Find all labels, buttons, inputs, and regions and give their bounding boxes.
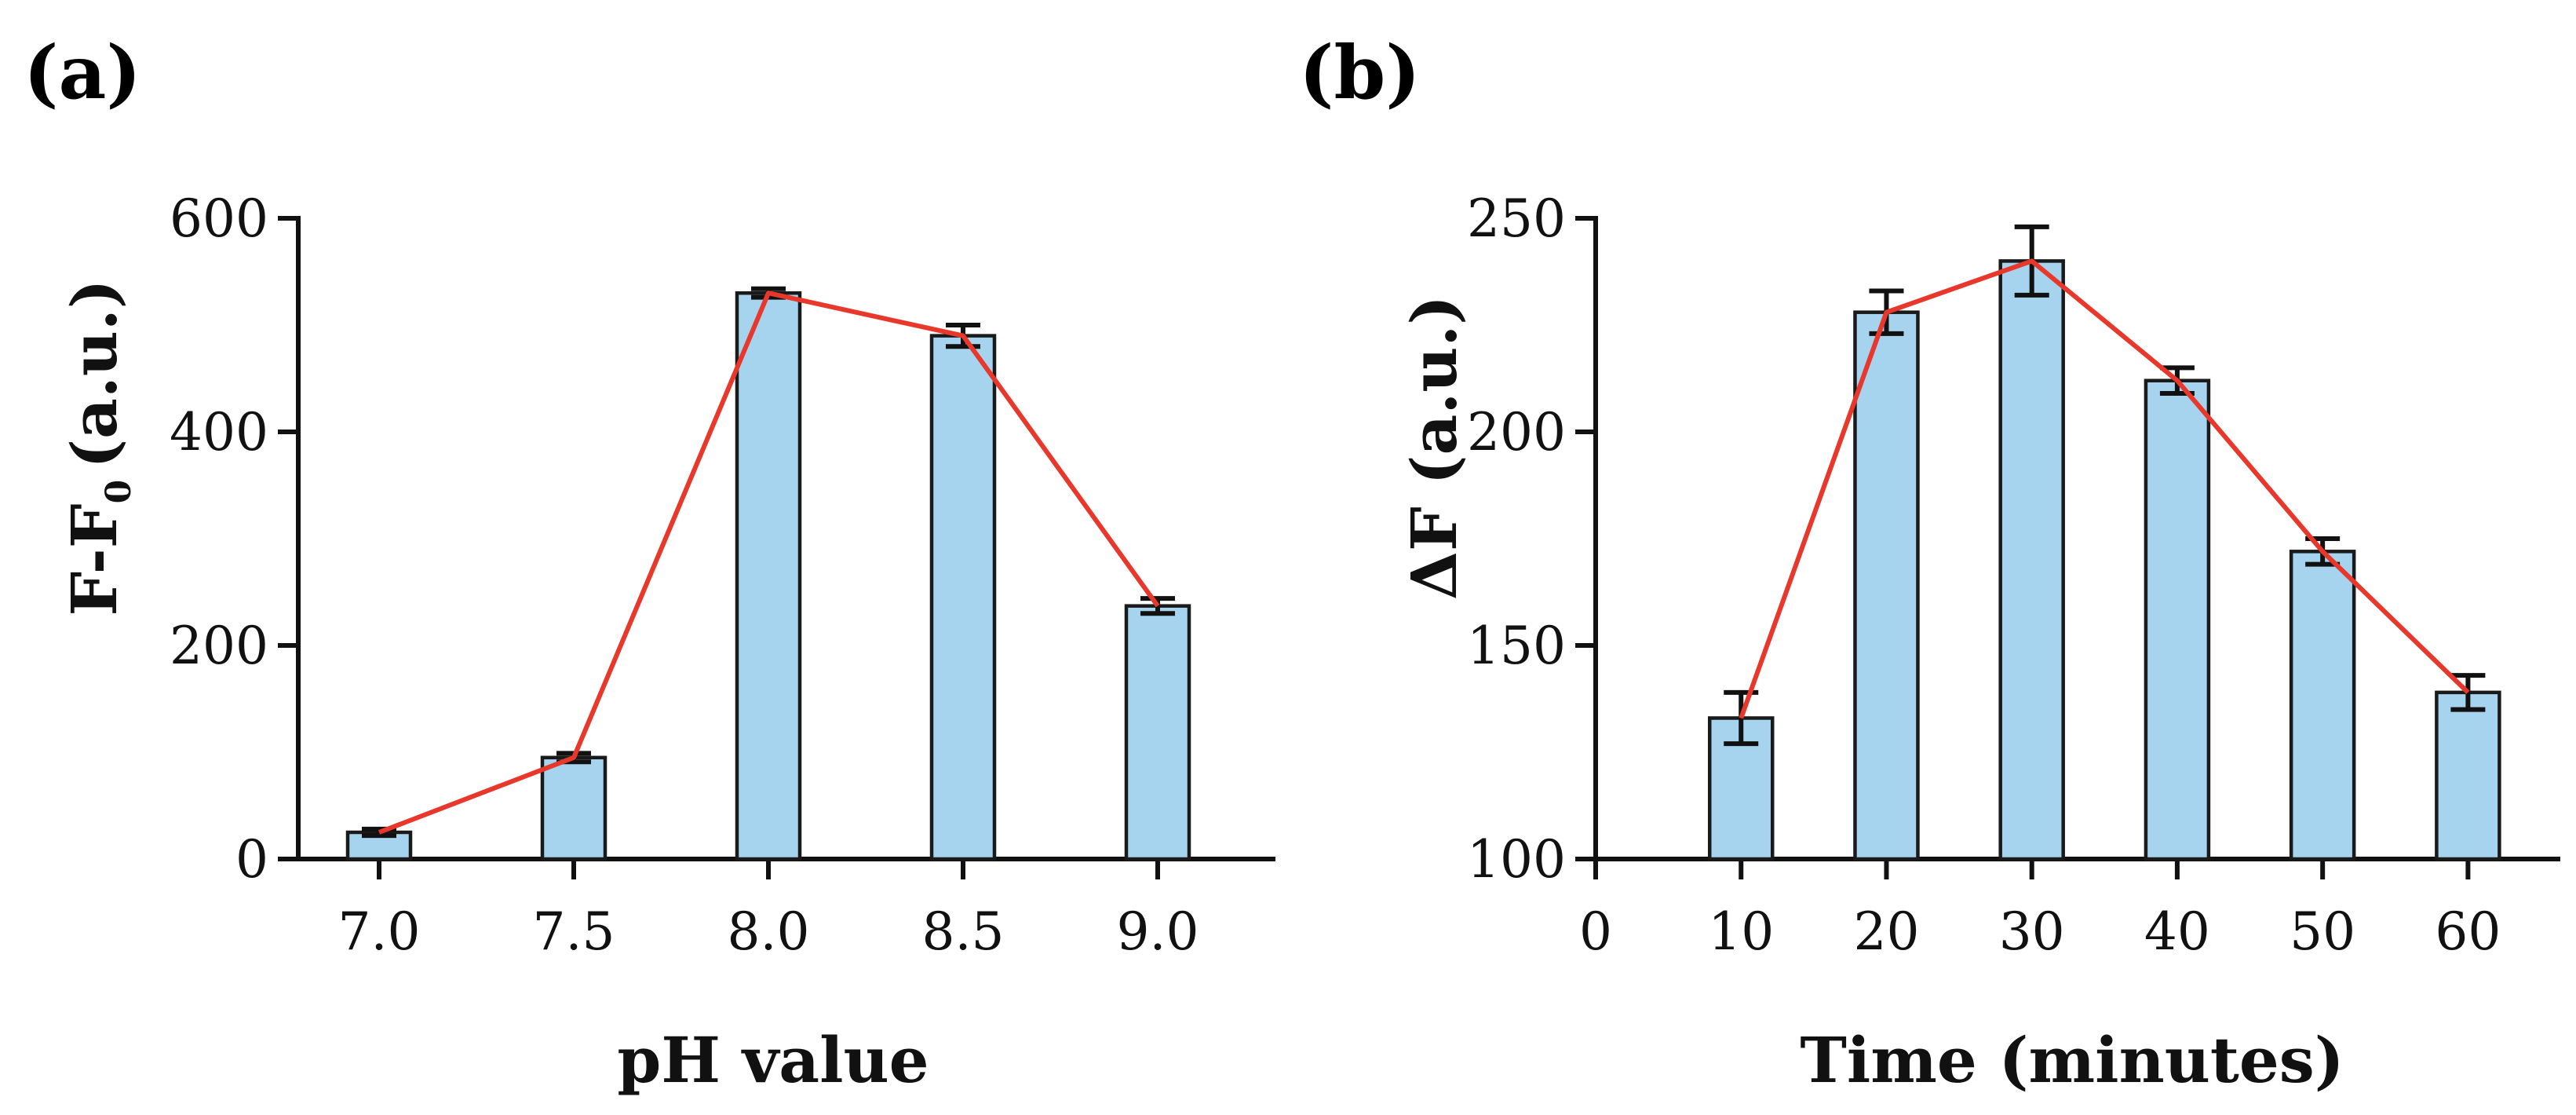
x-tick-label: 8.0: [728, 901, 810, 962]
panel-b-xlabel: Time (minutes): [1800, 1023, 2344, 1097]
x-tick-label: 7.0: [338, 901, 421, 962]
bar: [1998, 259, 2065, 861]
bar: [2144, 378, 2211, 861]
x-tick-label: 30: [1999, 901, 2065, 962]
panel-b-label: (b): [1299, 30, 1421, 116]
bar: [1124, 604, 1191, 861]
y-tick-label: 600: [170, 188, 268, 249]
panel-b-ylabel: ΔF (a.u.): [1397, 295, 1471, 600]
bar: [1853, 310, 1920, 861]
x-tick-label: 8.5: [922, 901, 1005, 962]
panel-a-xlabel: pH value: [617, 1023, 929, 1097]
y-tick-label: 400: [170, 402, 268, 462]
panel-a-bars: [345, 291, 1191, 861]
panel-a-ylabel: F-F0(a.u.): [57, 279, 139, 616]
panel-a: (a) F-F0(a.u.) pH value 0 200 400 600 7.0 7.5…: [24, 30, 1275, 1097]
bar: [735, 291, 802, 861]
y-tick-label: 150: [1467, 616, 1566, 676]
panel-b-bars: [1707, 259, 2501, 861]
x-tick-label: 7.5: [533, 901, 615, 962]
y-tick-label: 100: [1467, 829, 1566, 890]
panel-a-trend-line: [378, 291, 1160, 835]
y-tick-label: 250: [1467, 188, 1566, 249]
y-tick-label: 200: [170, 616, 268, 676]
x-tick-label: 60: [2435, 901, 2501, 962]
bar: [2289, 550, 2356, 861]
y-tick-label: 0: [235, 829, 268, 890]
x-tick-label: 40: [2144, 901, 2210, 962]
panel-a-label: (a): [24, 30, 141, 116]
x-tick-label: 50: [2290, 901, 2355, 962]
x-tick-label: 9.0: [1117, 901, 1199, 962]
bar: [540, 755, 608, 861]
y-tick-label: 200: [1467, 402, 1566, 462]
bar: [929, 334, 997, 861]
bar: [2435, 690, 2501, 861]
x-tick-label: 20: [1853, 901, 1919, 962]
panel-b-error-bars: [1724, 224, 2486, 747]
x-tick-label: 10: [1708, 901, 1774, 962]
panel-b-trend-line: [1739, 258, 2470, 719]
x-tick-label: 0: [1579, 901, 1612, 962]
panel-a-axes: 0 200 400 600 7.0 7.5 8.0 8.5 9.0: [170, 188, 1275, 962]
panel-b: (b) ΔF (a.u.) Time (minutes) 10015020025…: [1299, 30, 2560, 1097]
